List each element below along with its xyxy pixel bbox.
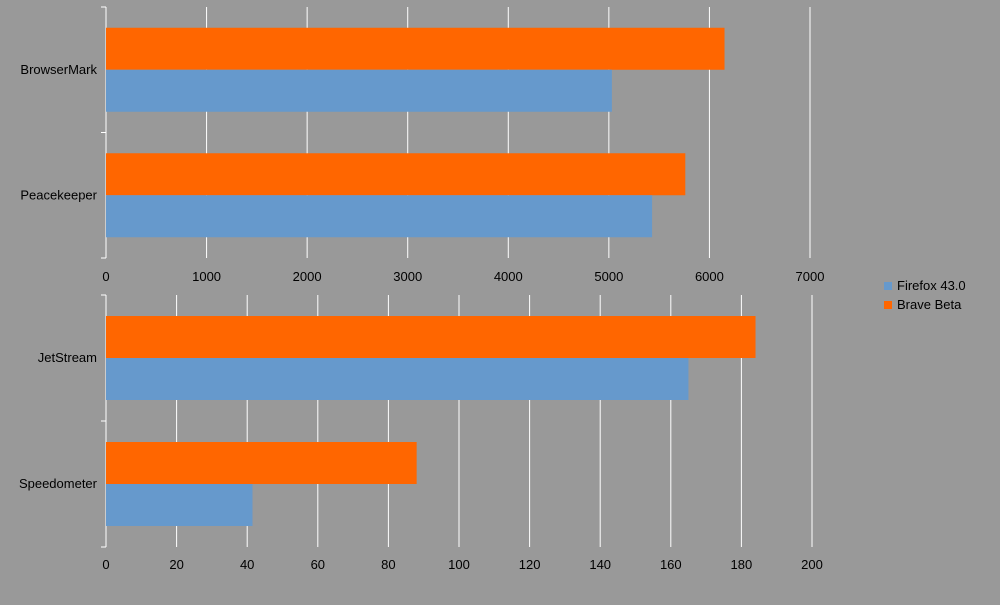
- x-tick-label-1-3000: 3000: [393, 269, 422, 284]
- x-tick-label-2-0: 0: [102, 557, 109, 572]
- bar-jetstream-brave: [106, 316, 756, 358]
- x-tick-label-2-120: 120: [519, 557, 541, 572]
- bar-jetstream-firefox: [106, 358, 689, 400]
- category-label-jetstream: JetStream: [38, 350, 97, 365]
- x-tick-label-2-180: 180: [731, 557, 753, 572]
- bar-browsermark-brave: [106, 27, 725, 70]
- category-label-browsermark: BrowserMark: [20, 62, 97, 77]
- x-tick-label-2-60: 60: [311, 557, 325, 572]
- x-tick-label-2-140: 140: [589, 557, 611, 572]
- x-tick-label-2-100: 100: [448, 557, 470, 572]
- category-label-speedometer: Speedometer: [19, 476, 98, 491]
- legend-swatch-firefox: [884, 281, 892, 290]
- bar-speedometer-firefox: [106, 484, 253, 526]
- bar-speedometer-brave: [106, 442, 417, 484]
- bar-peacekeeper-brave: [106, 153, 686, 196]
- legend-swatch-brave: [884, 300, 892, 309]
- x-tick-label-1-5000: 5000: [594, 269, 623, 284]
- x-tick-label-1-6000: 6000: [695, 269, 724, 284]
- x-tick-label-1-7000: 7000: [796, 269, 825, 284]
- x-tick-label-2-40: 40: [240, 557, 254, 572]
- x-tick-label-1-4000: 4000: [494, 269, 523, 284]
- x-tick-label-2-20: 20: [169, 557, 183, 572]
- x-tick-label-1-2000: 2000: [293, 269, 322, 284]
- category-label-peacekeeper: Peacekeeper: [20, 187, 97, 202]
- legend: Firefox 43.0 Brave Beta: [884, 276, 966, 314]
- bar-peacekeeper-firefox: [106, 195, 653, 238]
- legend-label-firefox: Firefox 43.0: [897, 278, 966, 293]
- x-tick-label-1-0: 0: [102, 269, 109, 284]
- legend-item-brave: Brave Beta: [884, 295, 966, 314]
- x-tick-label-2-200: 200: [801, 557, 823, 572]
- x-tick-label-2-160: 160: [660, 557, 682, 572]
- x-tick-label-1-1000: 1000: [192, 269, 221, 284]
- legend-item-firefox: Firefox 43.0: [884, 276, 966, 295]
- x-tick-label-2-80: 80: [381, 557, 395, 572]
- bar-browsermark-firefox: [106, 69, 612, 112]
- legend-label-brave: Brave Beta: [897, 297, 962, 312]
